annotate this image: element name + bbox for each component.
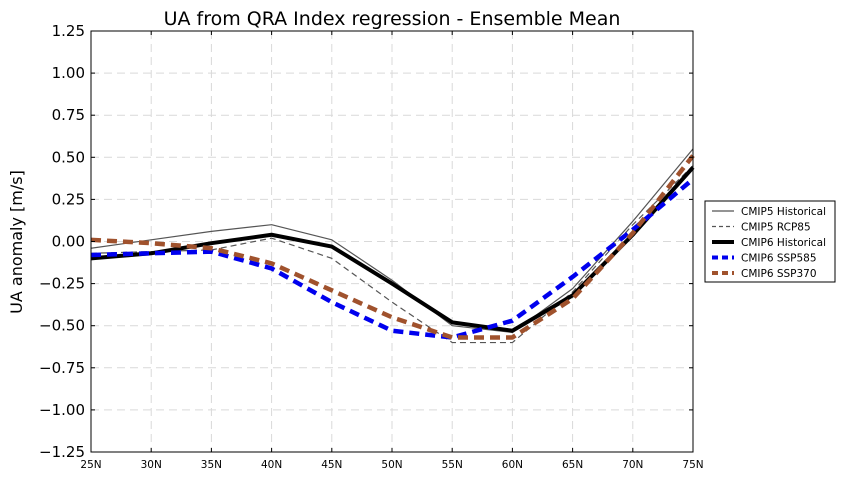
y-axis-label: UA anomaly [m/s] xyxy=(7,170,26,314)
legend-label-cmip6-ssp370: CMIP6 SSP370 xyxy=(741,268,817,280)
y-tick-label: −1.25 xyxy=(39,443,85,461)
y-tick-label: 0.25 xyxy=(52,190,85,208)
series-line-cmip6-ssp370 xyxy=(90,154,695,340)
y-tick-label: −0.75 xyxy=(39,359,85,377)
legend: CMIP5 Historical CMIP5 RCP85 CMIP6 Histori… xyxy=(704,200,836,283)
y-tick-label: 0.75 xyxy=(52,106,85,124)
x-tick-label: 65N xyxy=(562,459,583,471)
y-tick-label: −0.50 xyxy=(39,317,85,335)
x-tick-label: 35N xyxy=(201,459,222,471)
x-tick-label: 70N xyxy=(622,459,643,471)
grid xyxy=(91,31,693,452)
x-tick-label: 40N xyxy=(261,459,282,471)
y-tick-label: 0.00 xyxy=(52,233,85,251)
legend-label-cmip5-rcp85: CMIP5 RCP85 xyxy=(741,222,811,234)
y-tick-label: 0.50 xyxy=(52,148,85,166)
chart-title: UA from QRA Index regression - Ensemble … xyxy=(164,8,621,30)
series-line-cmip5-historical xyxy=(90,148,694,334)
x-tick-label: 75N xyxy=(682,459,703,471)
x-tick-label: 50N xyxy=(381,459,402,471)
legend-label-cmip6-historical: CMIP6 Historical xyxy=(741,237,826,249)
x-tick-label: 45N xyxy=(321,459,342,471)
series-line-cmip6-ssp585 xyxy=(90,177,695,340)
y-tick-label: −1.00 xyxy=(39,401,85,419)
legend-label-cmip5-historical: CMIP5 Historical xyxy=(741,206,826,218)
y-tick-label: 1.25 xyxy=(52,22,85,40)
series-layer xyxy=(90,148,695,344)
legend-label-cmip6-ssp585: CMIP6 SSP585 xyxy=(741,253,817,265)
x-tick-label: 60N xyxy=(502,459,523,471)
x-tick-label: 30N xyxy=(141,459,162,471)
axis-ticks: 25N 30N 35N 40N 45N 50N 55N 60N 65N 70N 75N −1.25 −1… xyxy=(39,22,704,471)
x-tick-label: 55N xyxy=(442,459,463,471)
y-tick-label: −0.25 xyxy=(39,275,85,293)
x-tick-label: 25N xyxy=(80,459,101,471)
y-tick-label: 1.00 xyxy=(52,64,85,82)
